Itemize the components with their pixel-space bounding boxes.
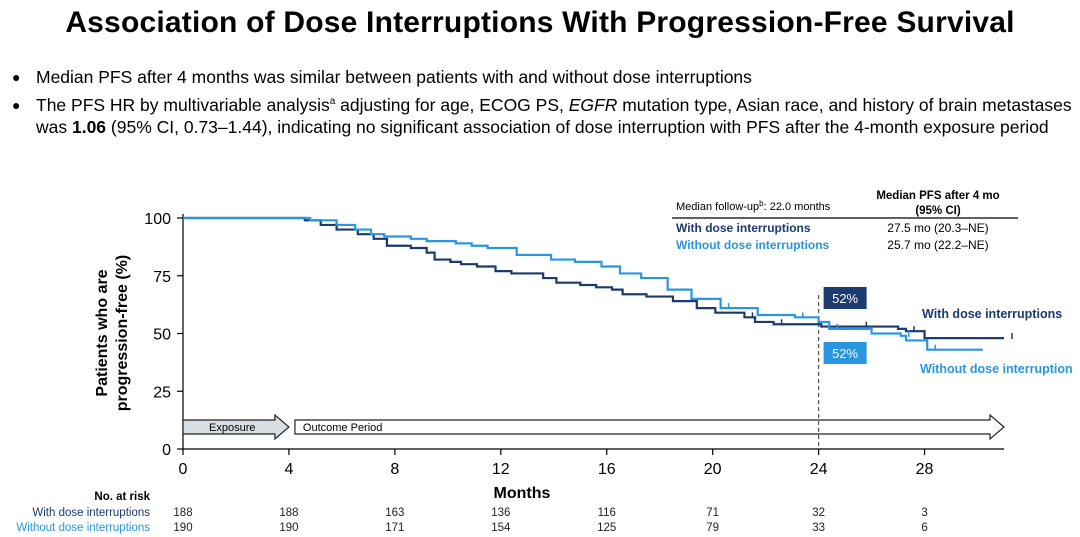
bullet-text: The PFS HR by multivariable analysisa ad… xyxy=(36,94,1072,138)
y-axis-label-line: progression-free (%) xyxy=(114,255,131,411)
table-row-value: 25.7 mo (22.2–NE) xyxy=(887,238,988,252)
table-header-line2: (95% CI) xyxy=(915,205,961,217)
x-tick-label: 0 xyxy=(179,461,188,478)
end-label-with: With dose interruptions xyxy=(922,307,1062,321)
y-tick-label: 50 xyxy=(153,327,171,344)
risk-table-cell: 6 xyxy=(921,522,927,534)
followup-label: Median follow-upb: 22.0 months xyxy=(676,199,831,213)
risk-table-cell: 116 xyxy=(598,507,616,519)
bullet-text-part: mutation type, Asian race, and history o… xyxy=(36,95,1072,137)
bullet-text-part: (95% CI, 0.73–1.44), indicating no signi… xyxy=(106,117,1049,137)
table-row-label: Without dose interruptions xyxy=(676,238,830,252)
bullet-list: ● Median PFS after 4 months was similar … xyxy=(12,66,1072,144)
risk-table-cell: 32 xyxy=(812,507,825,519)
bullet-dot-icon: ● xyxy=(12,97,21,113)
footnote-marker: b xyxy=(759,199,764,208)
risk-table-cell: 163 xyxy=(385,507,404,519)
risk-table-cell: 190 xyxy=(173,522,192,534)
y-tick-label: 25 xyxy=(153,384,171,401)
gene-name: EGFR xyxy=(568,95,618,115)
risk-table-cell: 125 xyxy=(597,522,616,534)
y-tick-label: 0 xyxy=(162,442,171,459)
footnote-marker: a xyxy=(329,96,336,108)
x-tick-label: 4 xyxy=(284,461,293,478)
bullet-text-part: The PFS HR by multivariable analysis xyxy=(36,95,330,115)
table-row-value: 27.5 mo (20.3–NE) xyxy=(887,221,988,235)
risk-table-cell: 136 xyxy=(491,507,510,519)
y-axis-label-line: Patients who are xyxy=(94,269,111,396)
outcome-label: Outcome Period xyxy=(303,422,382,434)
annotation-without: 52% xyxy=(832,346,858,361)
table-header-line1: Median PFS after 4 mo xyxy=(876,190,999,202)
risk-table-title: No. at risk xyxy=(94,491,150,503)
x-tick-label: 20 xyxy=(704,461,722,478)
followup-label-text: Median follow-up xyxy=(676,201,759,213)
risk-table-cell: 154 xyxy=(491,522,511,534)
exposure-label: Exposure xyxy=(209,422,255,434)
km-curve-without xyxy=(183,216,983,351)
km-curve-with xyxy=(183,216,1004,340)
x-tick-label: 8 xyxy=(390,461,399,478)
slide-title: Association of Dose Interruptions With P… xyxy=(65,6,1015,39)
y-tick-label: 75 xyxy=(153,269,171,286)
risk-table-cell: 188 xyxy=(173,507,192,519)
risk-table-cell: 188 xyxy=(279,507,298,519)
followup-value: : 22.0 months xyxy=(764,201,831,213)
table-row-label: With dose interruptions xyxy=(676,221,811,235)
bullet-text-part: adjusting for age, ECOG PS, xyxy=(335,95,569,115)
bullet-dot-icon: ● xyxy=(12,69,21,85)
risk-table-cell: 171 xyxy=(385,522,404,534)
y-tick-label: 100 xyxy=(144,211,171,228)
risk-table-row-label: Without dose interruptions xyxy=(16,522,150,534)
x-tick-label: 24 xyxy=(810,461,828,478)
x-axis-label: Months xyxy=(494,485,551,502)
x-tick-label: 28 xyxy=(916,461,934,478)
end-label-without: Without dose interruption xyxy=(920,362,1073,376)
bullet-text: Median PFS after 4 months was similar be… xyxy=(36,67,752,87)
bullet-item: ● Median PFS after 4 months was similar … xyxy=(12,66,912,88)
y-axis-label: Patients who are progression-free (%) xyxy=(94,255,131,411)
risk-table-cell: 71 xyxy=(706,507,719,519)
x-tick-label: 12 xyxy=(492,461,510,478)
risk-table-cell: 79 xyxy=(706,522,719,534)
x-tick-label: 16 xyxy=(598,461,616,478)
bullet-item: ● The PFS HR by multivariable analysisa … xyxy=(12,94,1072,138)
risk-table-cell: 33 xyxy=(812,522,825,534)
risk-table-cell: 3 xyxy=(921,507,927,519)
risk-table-row-label: With dose interruptions xyxy=(32,507,150,519)
hazard-ratio-value: 1.06 xyxy=(71,117,107,137)
outcome-arrow xyxy=(294,413,1005,441)
annotation-box-with xyxy=(823,287,867,309)
risk-table-cell: 190 xyxy=(279,522,298,534)
annotation-box-without xyxy=(823,342,867,364)
exposure-arrow xyxy=(182,413,290,441)
annotation-with: 52% xyxy=(832,291,858,306)
